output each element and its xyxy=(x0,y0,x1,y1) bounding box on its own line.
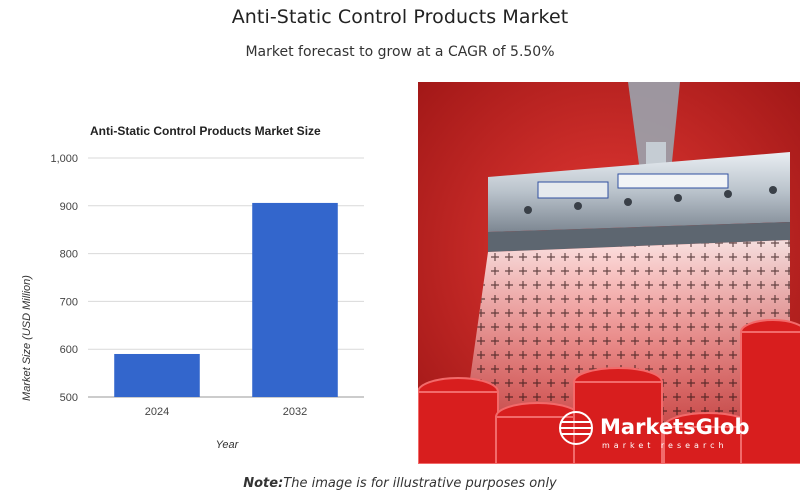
note-label: Note: xyxy=(243,476,284,491)
brand-tagline: market research xyxy=(602,441,728,450)
bar-2024 xyxy=(114,353,200,397)
x-tick-label: 2024 xyxy=(145,406,169,418)
note-text: The image is for illustrative purposes o… xyxy=(283,476,557,491)
chart-title: Anti-Static Control Products Market Size xyxy=(90,124,321,138)
page-title: Anti-Static Control Products Market xyxy=(231,6,569,28)
page-subtitle: Market forecast to grow at a CAGR of 5.5… xyxy=(245,44,555,60)
x-tick-label: 2032 xyxy=(283,406,307,418)
y-tick-label: 1,000 xyxy=(50,153,78,165)
bar-2032 xyxy=(252,202,338,397)
market-size-chart: 500 600 700 800 900 1,000 2024 2032 Anti-Static… xyxy=(0,110,410,460)
anti-static-bar-illustration: MarketsGlob market research xyxy=(418,82,800,464)
y-tick-label: 900 xyxy=(60,201,78,213)
x-axis-label: Year xyxy=(216,439,240,451)
ticks: 500 600 700 800 900 1,000 2024 2032 xyxy=(50,153,307,418)
brand-name: MarketsGlob xyxy=(600,415,750,439)
y-tick-label: 800 xyxy=(60,249,78,261)
markets-glob-logo: MarketsGlob market research xyxy=(559,411,750,450)
y-tick-label: 500 xyxy=(60,392,78,404)
y-axis-label: Market Size (USD Million) xyxy=(21,275,33,401)
y-tick-label: 600 xyxy=(60,344,78,356)
product-photo: MarketsGlob market research xyxy=(418,82,800,464)
footer-note: Note:The image is for illustrative purpo… xyxy=(0,476,800,491)
bars xyxy=(114,202,338,397)
y-tick-label: 700 xyxy=(60,296,78,308)
chart-canvas: 500 600 700 800 900 1,000 2024 2032 Anti-Static… xyxy=(21,124,364,451)
